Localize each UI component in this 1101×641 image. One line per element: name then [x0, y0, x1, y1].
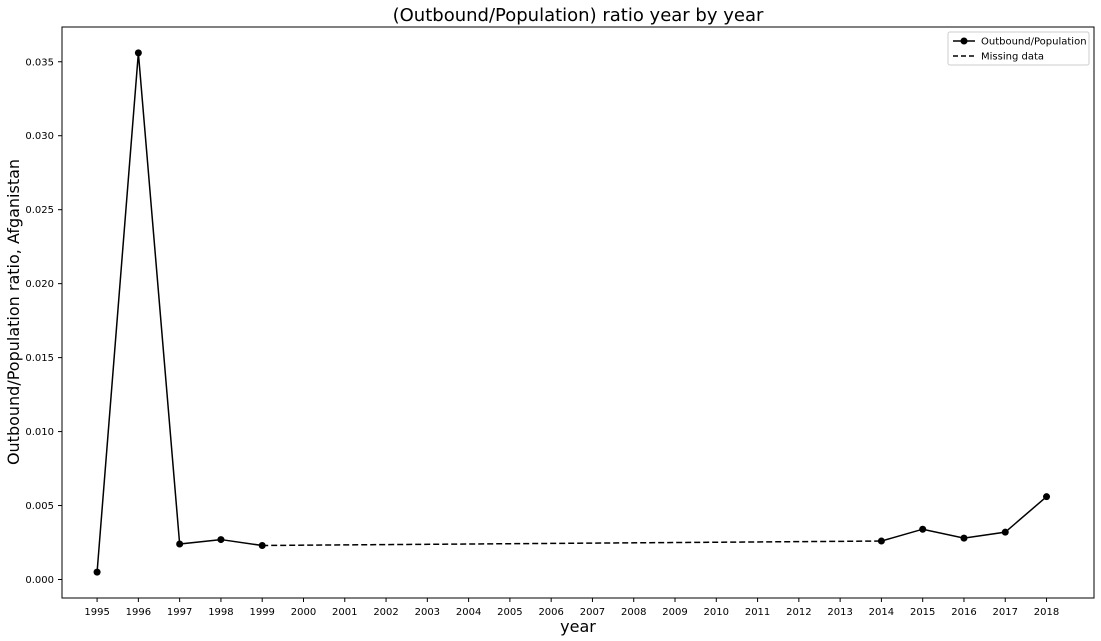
x-tick-label: 2003 [415, 607, 440, 618]
legend-label-outbound: Outbound/Population [981, 37, 1087, 48]
x-tick-label: 2010 [704, 607, 729, 618]
x-tick-label: 1995 [84, 607, 109, 618]
y-axis-title: Outbound/Population ratio, Afganistan [4, 159, 23, 465]
x-tick-label: 2017 [993, 607, 1018, 618]
x-tick-label: 2005 [497, 607, 522, 618]
x-tick-label: 2011 [745, 607, 770, 618]
data-point [134, 49, 142, 57]
x-tick-label: 1999 [249, 607, 274, 618]
legend-box [947, 31, 1090, 66]
x-tick-label: 2018 [1034, 607, 1059, 618]
data-point [919, 525, 927, 533]
x-tick-label: 2007 [580, 607, 605, 618]
x-tick-label: 2015 [910, 607, 935, 618]
data-point [877, 537, 885, 545]
plot-area [61, 26, 1095, 599]
x-axis: 1995 1996 1997 1998 1999 2000 2001 2002 2003 2004… [84, 598, 1059, 618]
x-tick-label: 1997 [167, 607, 192, 618]
x-tick-label: 2002 [373, 607, 398, 618]
series-layer [93, 49, 1051, 576]
data-point [1043, 493, 1051, 501]
legend: Outbound/Population Missing data [947, 31, 1090, 66]
y-tick-label: 0.010 [25, 427, 54, 438]
chart-title: (Outbound/Population) ratio year by year [393, 5, 764, 26]
data-point [1001, 528, 1009, 536]
x-tick-label: 2006 [538, 607, 563, 618]
y-tick-label: 0.000 [25, 575, 54, 586]
x-tick-label: 1996 [126, 607, 151, 618]
data-point [176, 540, 184, 548]
x-tick-label: 2001 [332, 607, 357, 618]
y-tick-label: 0.020 [25, 279, 54, 290]
x-tick-label: 2016 [951, 607, 976, 618]
data-point [93, 568, 101, 576]
x-tick-label: 2000 [291, 607, 316, 618]
legend-marker-outbound [960, 37, 968, 45]
y-tick-label: 0.030 [25, 131, 54, 142]
x-tick-label: 2014 [869, 607, 894, 618]
data-point [960, 534, 968, 542]
x-tick-label: 1998 [208, 607, 233, 618]
x-tick-label: 2008 [621, 607, 646, 618]
y-tick-label: 0.005 [25, 501, 54, 512]
legend-label-missing: Missing data [981, 52, 1044, 63]
x-tick-label: 2004 [456, 607, 481, 618]
x-tick-label: 2009 [662, 607, 687, 618]
data-point [258, 541, 266, 549]
x-tick-label: 2013 [827, 607, 852, 618]
data-point [217, 536, 225, 544]
y-tick-label: 0.035 [25, 57, 54, 68]
y-axis: 0.000 0.005 0.010 0.015 0.020 0.025 0.030 0.035 [25, 57, 62, 586]
x-axis-title: year [560, 617, 596, 636]
x-tick-label: 2012 [786, 607, 811, 618]
y-tick-label: 0.025 [25, 205, 54, 216]
y-tick-label: 0.015 [25, 353, 54, 364]
missing-data-line [262, 540, 882, 547]
